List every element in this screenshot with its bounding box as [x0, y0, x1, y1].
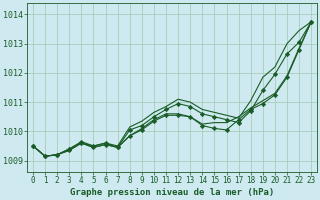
X-axis label: Graphe pression niveau de la mer (hPa): Graphe pression niveau de la mer (hPa) [70, 188, 274, 197]
